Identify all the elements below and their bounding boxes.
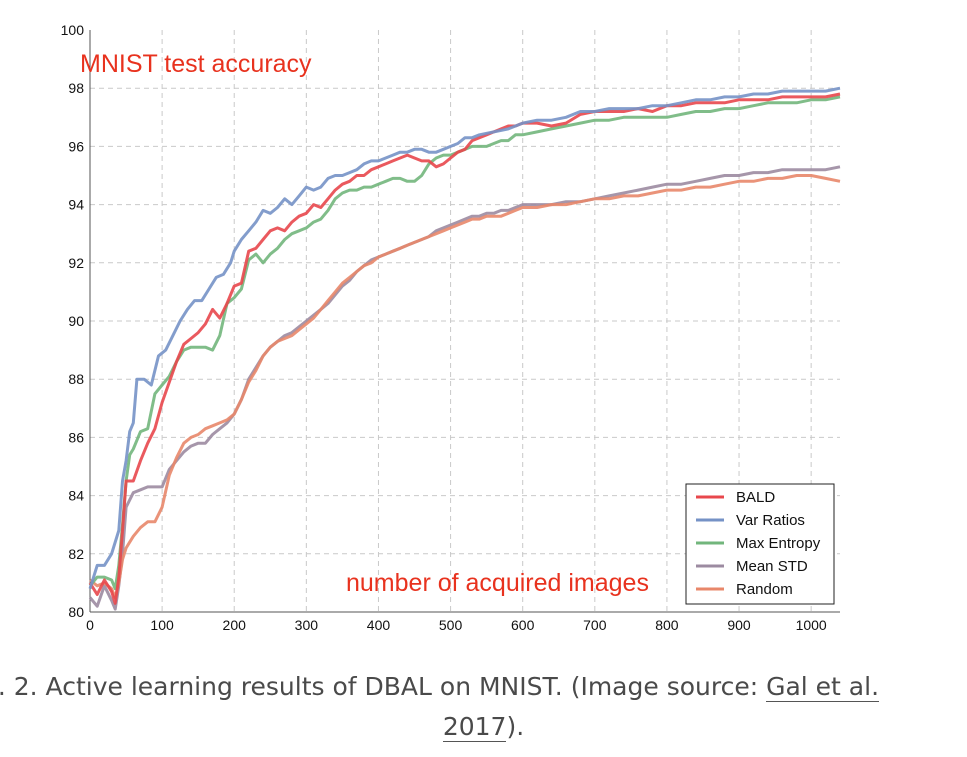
figure-caption: g. 2. Active learning results of DBAL on… bbox=[0, 668, 967, 748]
legend-label: Max Entropy bbox=[736, 535, 821, 552]
series-line-var-ratios bbox=[88, 86, 841, 590]
y-tick-label: 86 bbox=[68, 429, 84, 445]
legend-label: Mean STD bbox=[736, 558, 808, 575]
x-tick-label: 500 bbox=[439, 617, 463, 633]
legend: BALD Var Ratios Max Entropy Mean STD Random bbox=[685, 483, 835, 605]
chart-container: 80 82 84 86 88 90 92 94 96 98 100 0 100 200 300 400 500 6… bbox=[61, 22, 841, 633]
x-tick-label: 600 bbox=[511, 617, 535, 633]
series-line-max-entropy bbox=[88, 95, 841, 591]
series-line-random bbox=[89, 174, 841, 599]
x-tick-label: 300 bbox=[295, 617, 319, 633]
y-tick-label: 100 bbox=[61, 22, 85, 38]
caption-line-1: g. 2. Active learning results of DBAL on… bbox=[0, 668, 880, 706]
x-tick-label: 1000 bbox=[796, 617, 827, 633]
x-tick-label: 800 bbox=[655, 617, 679, 633]
y-tick-label: 84 bbox=[68, 488, 84, 504]
x-tick-label: 0 bbox=[86, 617, 94, 633]
caption-line-2: 2017). bbox=[0, 708, 967, 746]
x-tick-label: 900 bbox=[727, 617, 751, 633]
grid bbox=[90, 30, 840, 612]
caption-link-part-1[interactable]: Gal et al. bbox=[766, 672, 880, 702]
x-tick-label: 100 bbox=[150, 617, 174, 633]
y-tick-label: 82 bbox=[68, 546, 84, 562]
chart-title: MNIST test accuracy bbox=[80, 50, 312, 78]
x-tick-label: 700 bbox=[583, 617, 607, 633]
y-tick-label: 98 bbox=[68, 80, 84, 96]
y-tick-label: 88 bbox=[68, 371, 84, 387]
y-tick-label: 92 bbox=[68, 255, 84, 271]
caption-text: g. 2. Active learning results of DBAL on… bbox=[0, 672, 767, 701]
caption-link-part-2[interactable]: 2017 bbox=[442, 712, 507, 742]
y-tick-label: 96 bbox=[68, 138, 84, 154]
y-tick-label: 94 bbox=[68, 197, 84, 213]
legend-label: Random bbox=[736, 581, 793, 598]
caption-suffix: ). bbox=[506, 712, 525, 741]
y-tick-label: 80 bbox=[68, 604, 84, 620]
x-tick-label: 200 bbox=[223, 617, 247, 633]
legend-label: Var Ratios bbox=[736, 512, 805, 529]
series-layer bbox=[88, 86, 841, 611]
x-tick-label: 400 bbox=[367, 617, 391, 633]
legend-label: BALD bbox=[736, 489, 775, 506]
y-tick-label: 90 bbox=[68, 313, 84, 329]
x-axis-label: number of acquired images bbox=[346, 569, 649, 597]
